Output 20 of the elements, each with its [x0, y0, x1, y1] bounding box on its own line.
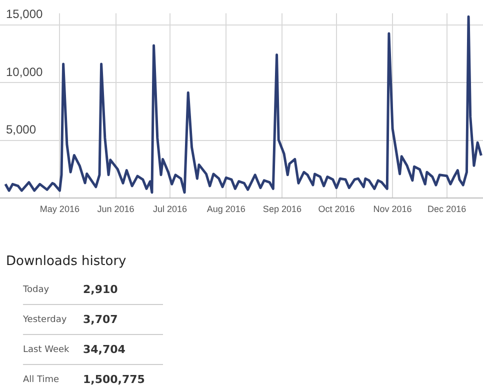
text: 2,910: [83, 283, 118, 296]
x-tick-label: Oct 2016: [318, 204, 355, 214]
x-tick-label: May 2016: [40, 204, 80, 214]
x-tick-label: Jun 2016: [97, 204, 134, 214]
text: Yesterday: [23, 314, 68, 324]
text: Last Week: [23, 344, 70, 354]
y-tick-label: 10,000: [6, 64, 44, 79]
text: 3,707: [83, 313, 118, 326]
x-tick-label: Dec 2016: [428, 204, 466, 214]
x-tick-label: Sep 2016: [262, 204, 302, 214]
x-tick-label: Jul 2016: [153, 204, 188, 214]
text: 34,704: [83, 343, 126, 356]
x-tick-label: Nov 2016: [373, 204, 412, 214]
x-tick-label: Aug 2016: [206, 204, 246, 214]
text: All Time: [23, 374, 60, 384]
y-tick-label: 15,000: [6, 7, 44, 22]
y-tick-label: 5,000: [6, 122, 36, 137]
text: 1,500,775: [83, 373, 145, 386]
text: Downloads history: [6, 254, 128, 269]
text: Today: [23, 284, 50, 294]
